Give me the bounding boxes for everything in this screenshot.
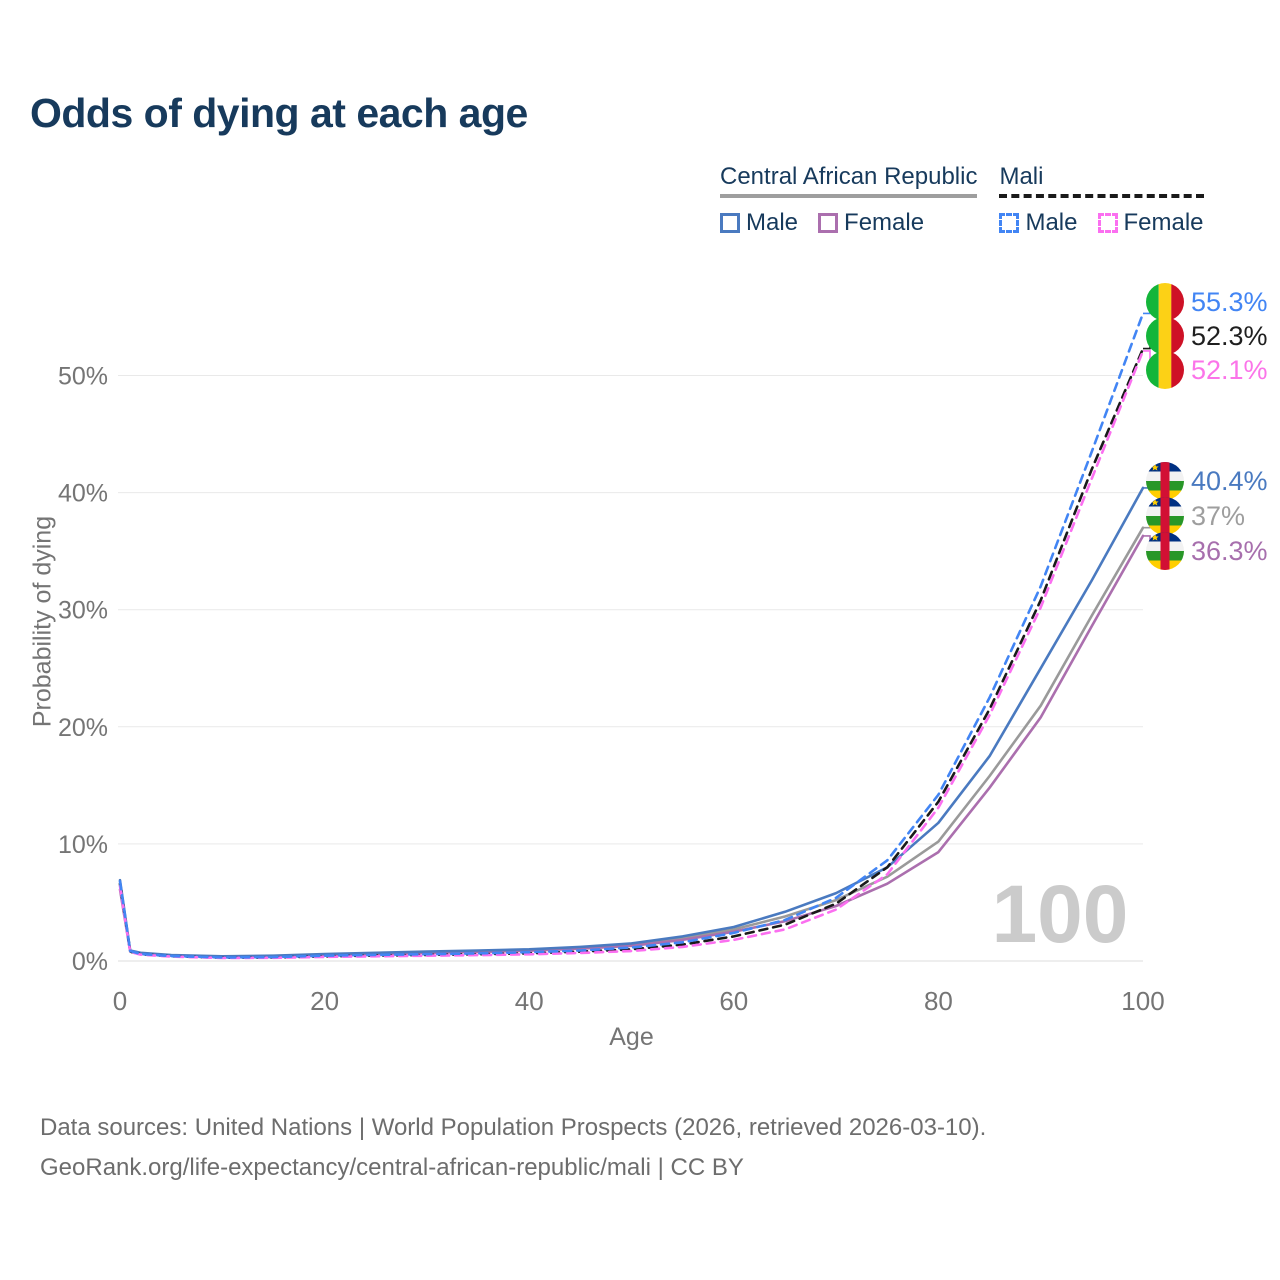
callout-value-mali_male: 55.3% (1191, 286, 1268, 317)
legend-item-mali-female[interactable]: Female (1097, 209, 1204, 237)
legend-row-car: Male Female (720, 209, 977, 237)
callout-car_both: 37% (1146, 497, 1245, 535)
x-axis-title: Age (609, 1023, 654, 1051)
callout-value-car_female: 36.3% (1191, 535, 1268, 566)
callout-car_male: 40.4% (1146, 462, 1268, 500)
legend-group-mali: Mali Male Female (999, 163, 1204, 237)
mali-flag-icon (1146, 317, 1184, 355)
x-tick-label-0: 0 (113, 986, 127, 1016)
car-male-swatch-icon (720, 213, 740, 233)
x-tick-label-40: 40 (515, 986, 544, 1016)
y-tick-label-10: 10% (58, 831, 108, 859)
mali-flag-icon (1146, 283, 1184, 321)
series-line-car_both[interactable] (118, 526, 1145, 959)
y-tick-label-50: 50% (58, 363, 108, 391)
y-axis-title: Probability of dying (28, 515, 57, 728)
mali-male-swatch-icon (999, 213, 1020, 233)
footer: Data sources: United Nations | World Pop… (40, 1108, 986, 1188)
attribution-note: GeoRank.org/life-expectancy/central-afri… (40, 1154, 744, 1181)
watermark-age-100: 100 (992, 869, 1129, 960)
callout-car_female: 36.3% (1146, 532, 1268, 570)
legend-country-mali: Mali (999, 163, 1204, 198)
x-tick-label-60: 60 (719, 986, 748, 1016)
legend-label: Female (844, 209, 925, 236)
callout-value-mali_female: 52.1% (1191, 354, 1268, 385)
series-line-mali_both[interactable] (118, 347, 1145, 960)
legend-group-car: Central African Republic Male Female (720, 163, 978, 237)
legend-label: Male (1025, 209, 1078, 236)
car-female-swatch-icon (818, 213, 839, 233)
series-line-car_female[interactable] (118, 534, 1145, 959)
x-tick-label-80: 80 (924, 986, 953, 1016)
legend-item-car-male[interactable]: Male (720, 209, 798, 237)
callout-value-mali_both: 52.3% (1191, 320, 1268, 351)
data-sources-note: Data sources: United Nations | World Pop… (40, 1114, 987, 1141)
mali-flag-icon (1146, 351, 1184, 389)
callout-mali_female: 52.1% (1146, 351, 1268, 389)
legend: Central African Republic Male Female Mal… (720, 163, 1260, 237)
x-tick-label-20: 20 (310, 986, 339, 1016)
legend-label: Male (746, 209, 799, 236)
y-tick-label-40: 40% (58, 480, 108, 508)
legend-label: Female (1123, 209, 1204, 236)
callout-mali_male: 55.3% (1146, 283, 1268, 321)
y-tick-label-30: 30% (58, 597, 108, 625)
y-tick-label-20: 20% (58, 714, 108, 742)
mali-female-swatch-icon (1097, 213, 1118, 233)
callout-value-car_male: 40.4% (1191, 465, 1268, 496)
legend-row-mali: Male Female (999, 209, 1204, 237)
y-tick-label-0: 0% (72, 948, 108, 976)
series-line-mali_male[interactable] (118, 312, 1145, 959)
legend-item-car-female[interactable]: Female (818, 209, 924, 237)
callout-mali_both: 52.3% (1146, 317, 1268, 355)
car-flag-icon (1146, 532, 1184, 570)
chart-title: Odds of dying at each age (30, 90, 528, 136)
x-tick-label-100: 100 (1121, 986, 1164, 1016)
series-line-car_male[interactable] (118, 486, 1145, 958)
legend-item-mali-male[interactable]: Male (999, 209, 1078, 237)
callout-value-car_both: 37% (1191, 500, 1246, 531)
car-flag-icon (1146, 497, 1184, 535)
legend-country-car: Central African Republic (720, 163, 978, 198)
car-flag-icon (1146, 462, 1184, 500)
series-line-mali_female[interactable] (118, 349, 1145, 960)
